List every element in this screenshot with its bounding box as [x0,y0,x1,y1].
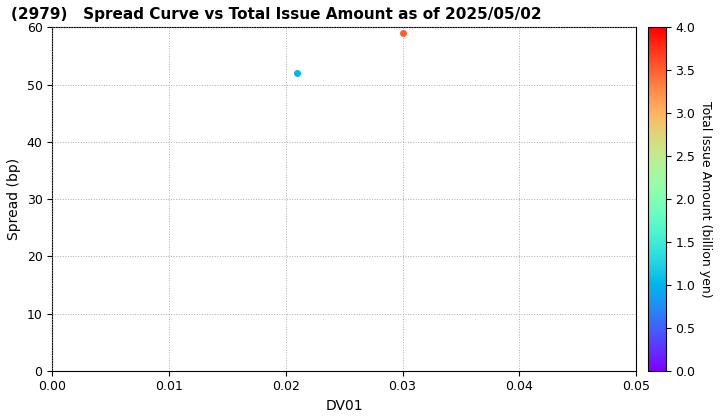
Point [292,70,303,76]
Y-axis label: Total Issue Amount (billion yen): Total Issue Amount (billion yen) [699,101,712,297]
X-axis label: DV01: DV01 [325,399,363,413]
Text: (2979)   Spread Curve vs Total Issue Amount as of 2025/05/02: (2979) Spread Curve vs Total Issue Amoun… [12,7,542,22]
Y-axis label: Spread (bp): Spread (bp) [7,158,21,240]
Point [397,30,408,37]
